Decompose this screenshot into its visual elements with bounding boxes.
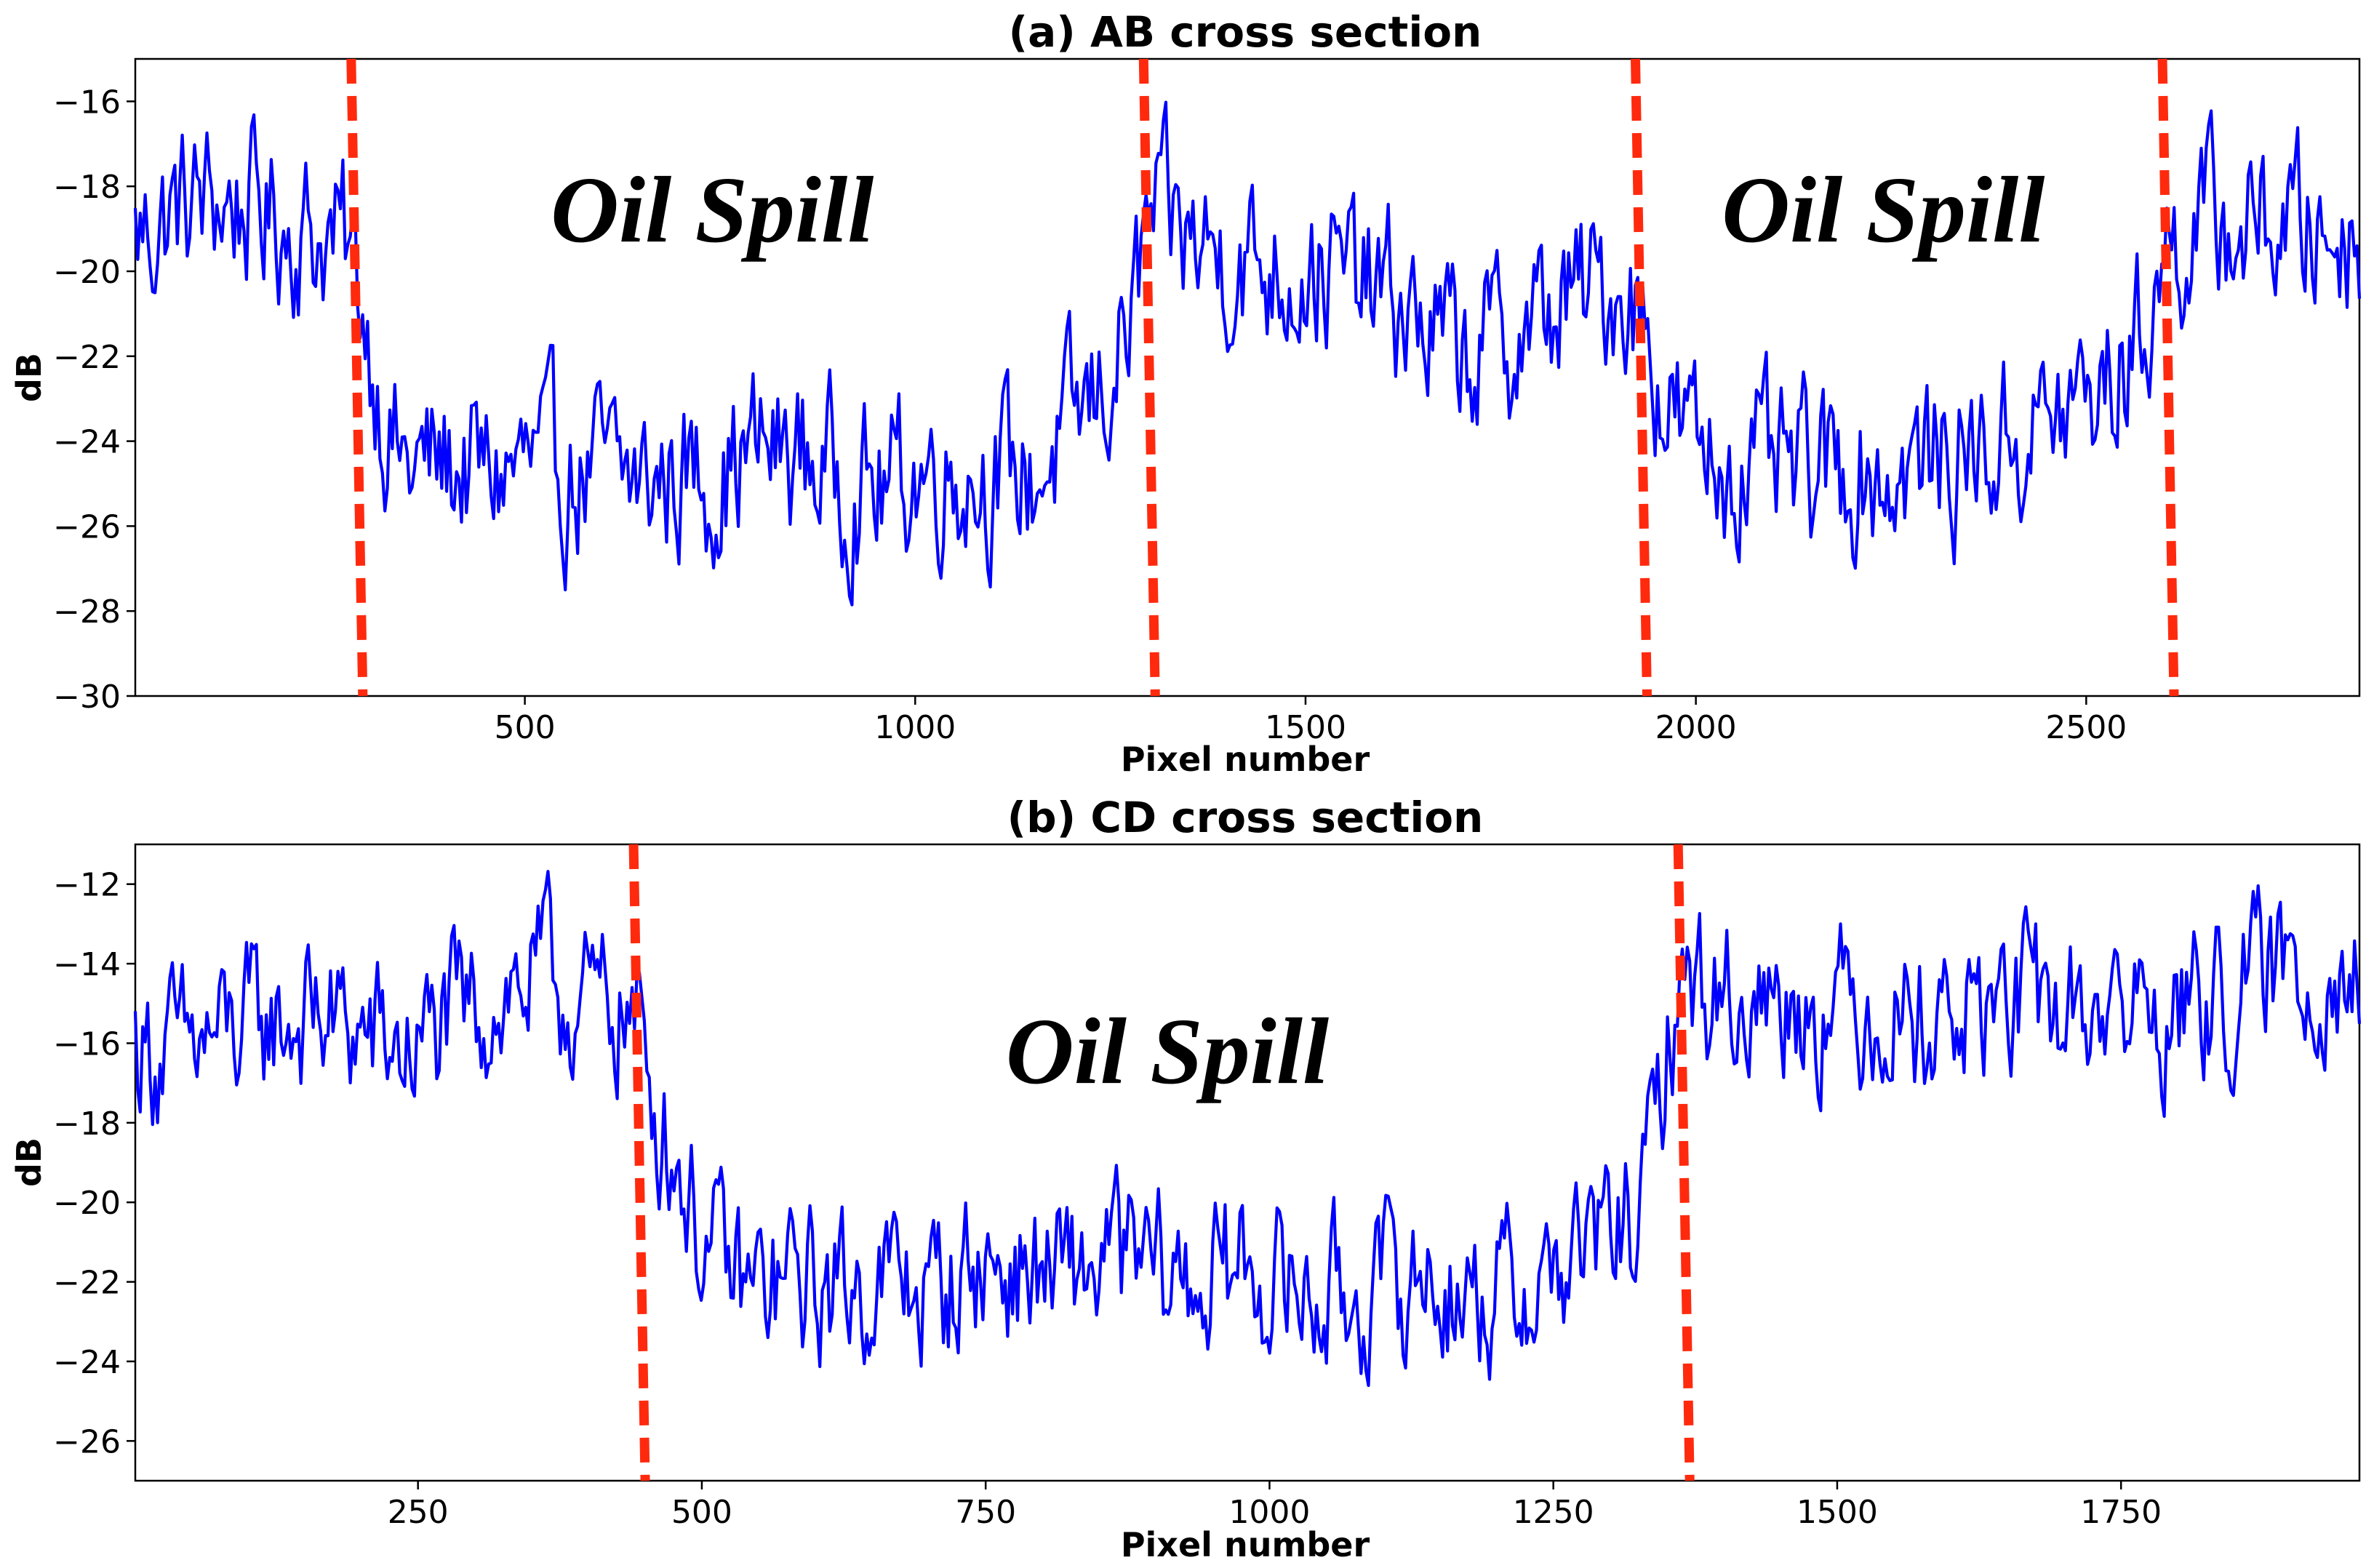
x-tick-label: 1500	[1797, 1494, 1878, 1531]
y-tick-label: −22	[53, 339, 121, 376]
x-tick-label: 1750	[2080, 1494, 2162, 1531]
x-tick-label: 250	[388, 1494, 449, 1531]
panel-a-oil-spill-boundaries	[346, 58, 2179, 697]
y-tick-label: −16	[53, 84, 121, 121]
oil-spill-boundary-line	[1631, 58, 1652, 697]
x-tick-label: 1000	[1228, 1494, 1310, 1531]
panel-b-y-axis-label: dB	[9, 1137, 49, 1187]
x-tick-label: 1000	[874, 709, 956, 746]
y-tick-label: −24	[53, 1344, 121, 1381]
y-tick-label: −18	[53, 169, 121, 206]
oil-spill-annotation: Oil Spill	[551, 158, 874, 263]
panel-a-y-axis-label: dB	[9, 353, 49, 402]
x-tick-label: 500	[495, 709, 556, 746]
y-tick-label: −16	[53, 1025, 121, 1063]
y-tick-label: −26	[53, 1423, 121, 1460]
y-tick-label: −18	[53, 1105, 121, 1143]
panel-ab-cross-section: (a) AB cross section 500 1000 1500 2000 2500…	[9, 7, 2362, 779]
y-tick-label: −20	[53, 254, 121, 291]
oil-spill-boundary-line	[346, 58, 368, 697]
y-tick-label: −20	[53, 1185, 121, 1222]
y-tick-label: −22	[53, 1265, 121, 1302]
y-tick-label: −12	[53, 867, 121, 904]
x-tick-label: 2500	[2045, 709, 2127, 746]
panel-b-plot-frame	[134, 843, 2361, 1482]
panel-b-x-axis-label: Pixel number	[1121, 1525, 1370, 1564]
x-tick-label: 2000	[1655, 709, 1737, 746]
panel-b-y-ticks: −12 −14 −16 −18 −20 −22 −24 −26	[53, 867, 135, 1460]
panel-a-title: (a) AB cross section	[1009, 7, 1482, 57]
panel-b-x-ticks: 250 500 750 1000 1250 1500 1750	[388, 1481, 2162, 1531]
panel-a-ab-series-line	[133, 100, 2362, 607]
panel-b-annotations: Oil Spill	[1006, 999, 1329, 1104]
panel-a-plot-frame	[134, 57, 2361, 697]
panel-a-x-ticks: 500 1000 1500 2000 2500	[495, 696, 2127, 746]
oil-spill-annotation: Oil Spill	[1006, 999, 1329, 1104]
y-tick-label: −30	[53, 679, 121, 716]
panel-a-y-ticks: −16 −18 −20 −22 −24 −26 −28 −30	[53, 84, 135, 716]
oil-spill-annotation: Oil Spill	[1722, 158, 2045, 263]
panel-b-oil-spill-boundaries	[628, 844, 1695, 1481]
oil-spill-boundary-line	[1138, 58, 1160, 697]
y-tick-label: −24	[53, 424, 121, 461]
x-tick-label: 1250	[1513, 1494, 1594, 1531]
panel-cd-cross-section: (b) CD cross section 250 500 750 1000 1250 15…	[9, 793, 2362, 1564]
oil-spill-boundary-line	[2157, 58, 2179, 697]
oil-spill-boundary-line	[628, 844, 650, 1481]
panel-b-cd-series-line	[133, 870, 2362, 1388]
oil-spill-boundary-line	[1673, 844, 1695, 1481]
y-tick-label: −28	[53, 593, 121, 631]
y-tick-label: −26	[53, 508, 121, 545]
panel-b-title: (b) CD cross section	[1007, 793, 1484, 842]
panel-a-x-axis-label: Pixel number	[1121, 740, 1370, 779]
x-tick-label: 500	[671, 1494, 732, 1531]
panel-a-annotations: Oil Spill Oil Spill	[551, 158, 2045, 263]
y-tick-label: −14	[53, 946, 121, 983]
x-tick-label: 1500	[1265, 709, 1346, 746]
x-tick-label: 750	[955, 1494, 1016, 1531]
